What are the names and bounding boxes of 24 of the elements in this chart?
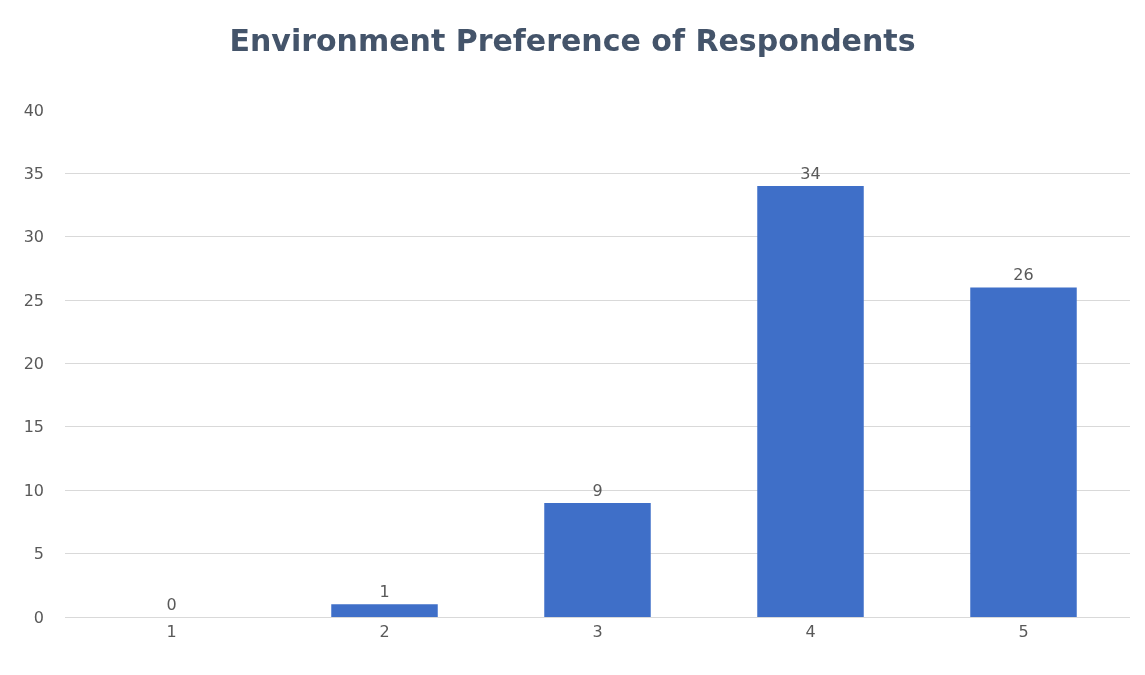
bar: [544, 502, 651, 617]
bar: [970, 287, 1077, 617]
x-tick-label: 3: [592, 622, 603, 642]
y-tick-label: 15: [23, 417, 44, 437]
y-tick-label: 40: [23, 100, 44, 120]
x-tick-label: 2: [379, 622, 390, 642]
x-tick-label: 5: [1018, 622, 1029, 642]
y-tick-label: 35: [23, 163, 44, 183]
x-tick-label: 4: [805, 622, 816, 642]
y-tick-label: 30: [23, 227, 44, 247]
data-label: 1: [379, 582, 390, 602]
data-label: 34: [800, 164, 821, 184]
y-tick-label: 20: [23, 354, 44, 374]
data-label: 26: [1013, 265, 1034, 285]
y-tick-label: 25: [23, 290, 44, 310]
y-tick-label: 10: [23, 480, 44, 500]
data-label: 0: [166, 595, 177, 614]
y-tick-label: 0: [33, 607, 44, 627]
chart-title: Environment Preference of Respondents: [229, 23, 916, 59]
bar: [331, 604, 438, 617]
y-tick-label: 5: [33, 544, 44, 564]
data-label: 9: [592, 480, 603, 500]
x-tick-label: 1: [166, 622, 177, 642]
bar: [757, 186, 864, 617]
